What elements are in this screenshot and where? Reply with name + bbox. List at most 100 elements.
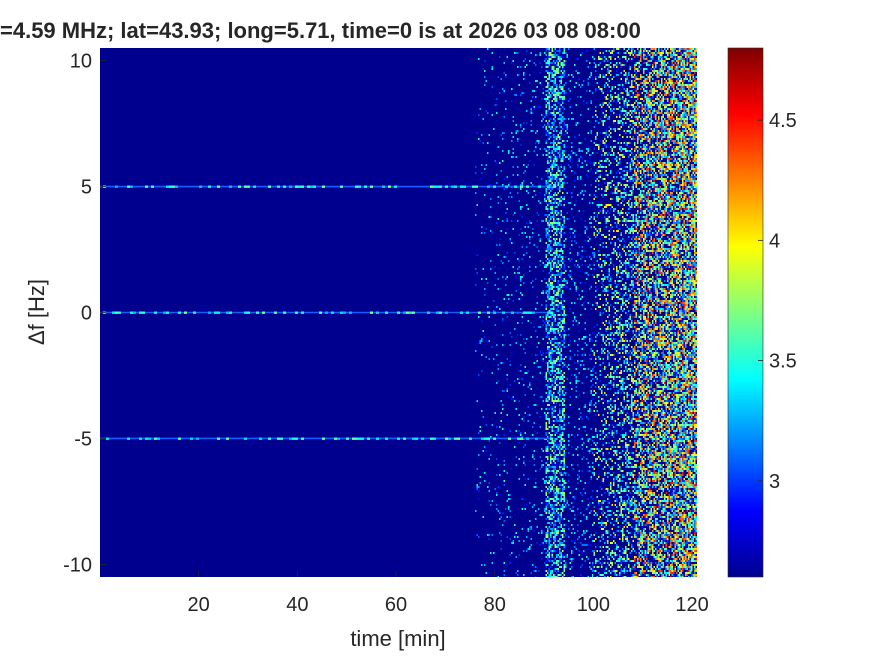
heatmap-cell: [622, 196, 624, 198]
heatmap-cell: [617, 138, 619, 140]
heatmap-cell: [547, 364, 549, 366]
heatmap-cell: [547, 362, 549, 364]
heatmap-cell: [548, 234, 550, 236]
heatmap-cell: [538, 326, 540, 328]
heatmap-cell: [565, 356, 567, 358]
heatmap-cell: [556, 194, 558, 196]
heatmap-cell: [548, 540, 550, 542]
heatmap-cell: [620, 212, 622, 214]
heatmap-cell: [613, 478, 615, 480]
heatmap-cell: [514, 52, 516, 54]
heatmap-cell: [563, 540, 565, 542]
heatmap-cell: [484, 472, 486, 474]
heatmap-cell: [512, 116, 514, 118]
heatmap-cell: [608, 558, 610, 560]
heatmap-cell: [623, 110, 625, 112]
heatmap-cell: [569, 156, 571, 158]
heatmap-cell: [544, 570, 546, 572]
heatmap-cell: [506, 536, 508, 538]
heatmap-cell: [596, 384, 598, 386]
heatmap-cell: [620, 88, 622, 90]
heatmap-cell: [593, 442, 595, 444]
heatmap-cell: [511, 542, 513, 544]
heatmap-cell: [538, 508, 540, 510]
heatmap-cell: [550, 200, 552, 202]
heatmap-cell: [604, 276, 606, 278]
heatmap-cell: [616, 284, 618, 286]
heatmap-cell: [484, 446, 486, 448]
heatmap-cell: [580, 166, 582, 168]
heatmap-cell: [557, 480, 559, 482]
heatmap-cell: [545, 508, 547, 510]
heatmap-cell: [601, 488, 603, 490]
heatmap-cell: [475, 192, 477, 194]
heatmap-cell: [550, 88, 552, 90]
heatmap-cell: [520, 278, 522, 280]
heatmap-cell: [592, 56, 594, 58]
heatmap-cell: [610, 458, 612, 460]
heatmap-cell: [625, 230, 627, 232]
heatmap-cell: [554, 116, 556, 118]
heatmap-cell: [610, 354, 612, 356]
heatmap-cell: [605, 320, 607, 322]
heatmap-cell: [595, 428, 597, 430]
heatmap-cell: [518, 370, 520, 372]
heatmap-cell: [550, 108, 552, 110]
heatmap-cell: [617, 292, 619, 294]
heatmap-cell: [563, 326, 565, 328]
heatmap-cell: [604, 138, 606, 140]
heatmap-cell: [536, 86, 538, 88]
heatmap-cell: [556, 470, 558, 472]
heatmap-cell: [559, 434, 561, 436]
heatmap-cell: [568, 528, 570, 530]
heatmap-cell: [518, 414, 520, 416]
heatmap-cell: [610, 562, 612, 564]
heatmap-cell: [622, 84, 624, 86]
heatmap-cell: [550, 184, 552, 186]
heatmap-cell: [551, 300, 553, 302]
heatmap-cell: [565, 280, 567, 282]
heatmap-cell: [623, 324, 625, 326]
heatmap-cell: [604, 190, 606, 192]
heatmap-cell: [562, 460, 564, 462]
heatmap-cell: [535, 486, 537, 488]
heatmap-cell: [557, 174, 559, 176]
heatmap-cell: [556, 402, 558, 404]
heatmap-cell: [560, 460, 562, 462]
heatmap-cell: [554, 400, 556, 402]
heatmap-cell: [554, 378, 556, 380]
heatmap-cell: [610, 492, 612, 494]
heatmap-cell: [548, 498, 550, 500]
heatmap-cell: [545, 126, 547, 128]
heatmap-cell: [605, 420, 607, 422]
heatmap-cell: [545, 220, 547, 222]
heatmap-cell: [622, 148, 624, 150]
heatmap-cell: [479, 482, 481, 484]
heatmap-cell: [478, 58, 480, 60]
heatmap-cell: [556, 360, 558, 362]
heatmap-cell: [563, 144, 565, 146]
heatmap-cell: [617, 476, 619, 478]
heatmap-cell: [604, 542, 606, 544]
heatmap-cell: [619, 120, 621, 122]
heatmap-cell: [623, 74, 625, 76]
heatmap-cell: [560, 172, 562, 174]
heatmap-cell: [625, 110, 627, 112]
heatmap-cell: [541, 292, 543, 294]
heatmap-cell: [509, 240, 511, 242]
heatmap-cell: [611, 288, 613, 290]
heatmap-cell: [520, 102, 522, 104]
heatmap-cell: [547, 232, 549, 234]
heatmap-cell: [616, 452, 618, 454]
heatmap-cell: [550, 176, 552, 178]
heatmap-cell: [625, 252, 627, 254]
heatmap-cell: [569, 508, 571, 510]
heatmap-cell: [563, 50, 565, 52]
heatmap-cell: [611, 570, 613, 572]
heatmap-cell: [590, 154, 592, 156]
heatmap-cell: [611, 128, 613, 130]
heatmap-cell: [485, 164, 487, 166]
heatmap-cell: [587, 108, 589, 110]
heatmap-cell: [560, 114, 562, 116]
heatmap-cell: [551, 150, 553, 152]
